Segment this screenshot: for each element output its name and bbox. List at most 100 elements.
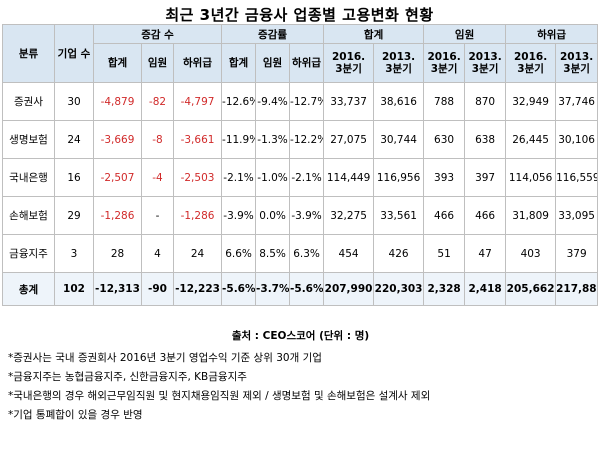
sub-header-2016-label: 2016. 3분기 — [427, 51, 461, 75]
rate-exec-cell: -3.7% — [255, 272, 291, 306]
change-exec-cell: 4 — [141, 234, 174, 273]
staff-2016-cell: 26,445 — [505, 120, 557, 159]
total-2013-cell: 116,956 — [373, 158, 425, 197]
sub-header-2013-label: 2013. 3분기 — [559, 51, 594, 75]
table-row: 금융지주 3 28 4 24 6.6% 8.5% 6.3% 454 426 51 47 403 379 — [2, 234, 599, 273]
note-line: *금융지주는 농협금융지주, 신한금융지주, KB금융지주 — [8, 371, 247, 383]
exec-2016-cell: 51 — [423, 234, 466, 273]
category-cell: 증권사 — [2, 82, 55, 121]
rate-exec-cell: 8.5% — [255, 234, 291, 273]
count-cell: 24 — [54, 120, 94, 159]
sub-header-2016: 2016. 3분기 — [323, 43, 375, 83]
rate-staff-cell: -12.7% — [289, 82, 325, 121]
page-title: 최근 3년간 금융사 업종별 고용변화 현황 — [165, 6, 434, 24]
total-2016-cell: 32,275 — [323, 196, 375, 235]
rate-exec-cell: -1.0% — [255, 158, 291, 197]
exec-2016-cell: 2,328 — [423, 272, 466, 306]
rate-total-cell: 6.6% — [221, 234, 257, 273]
exec-2013-cell: 638 — [464, 120, 507, 159]
change-staff-cell: 24 — [172, 234, 223, 273]
sub-header-2013-label: 2013. 3분기 — [381, 51, 416, 75]
table-row: 국내은행 16 -2,507 -4 -2,503 -2.1% -1.0% -2.1% 114,4… — [2, 158, 599, 197]
header-staff: 하위급 — [505, 24, 599, 44]
sub-header-executive: 임원 — [255, 43, 291, 83]
change-total-cell: -3,669 — [93, 120, 142, 159]
total-row: 총계 102 -12,313 -90 -12,223 -5.6% -3.7% -5.6% 207… — [2, 272, 599, 306]
rate-staff-cell: -5.6% — [289, 272, 325, 306]
sub-header-staff: 하위급 — [172, 43, 223, 83]
exec-2016-cell: 630 — [423, 120, 466, 159]
rate-staff-cell: 6.3% — [289, 234, 325, 273]
change-total-cell: 28 — [93, 234, 142, 273]
sub-header-2013: 2013. 3분기 — [555, 43, 599, 83]
staff-2013-cell: 116,559 — [555, 158, 599, 197]
change-total-cell: -1,286 — [93, 196, 142, 235]
rate-total-cell: -5.6% — [221, 272, 257, 306]
staff-2016-cell: 114,056 — [505, 158, 557, 197]
rate-exec-cell: -1.3% — [255, 120, 291, 159]
rate-staff-cell: -3.9% — [289, 196, 325, 235]
total-2013-cell: 426 — [373, 234, 425, 273]
exec-2016-cell: 393 — [423, 158, 466, 197]
total-2016-cell: 33,737 — [323, 82, 375, 121]
header-count: 기업 수 — [54, 24, 94, 83]
header-change-count: 증감 수 — [92, 24, 223, 44]
rate-total-cell: -2.1% — [221, 158, 257, 197]
sub-header-2013: 2013. 3분기 — [373, 43, 425, 83]
exec-2016-cell: 788 — [423, 82, 466, 121]
staff-2013-cell: 33,095 — [555, 196, 599, 235]
total-2016-cell: 27,075 — [323, 120, 375, 159]
category-cell: 금융지주 — [2, 234, 55, 273]
category-cell: 총계 — [2, 272, 55, 306]
note-line: *국내은행의 경우 해외근무임직원 및 현지채용임직원 제외 / 생명보험 및 … — [8, 390, 431, 402]
exec-2013-cell: 47 — [464, 234, 507, 273]
sub-header-staff: 하위급 — [289, 43, 325, 83]
total-2013-cell: 33,561 — [373, 196, 425, 235]
change-exec-cell: -82 — [141, 82, 174, 121]
total-2016-cell: 114,449 — [323, 158, 375, 197]
sub-header-2016: 2016. 3분기 — [423, 43, 466, 83]
sub-header-2016-label: 2016. 3분기 — [331, 51, 366, 75]
staff-2013-cell: 379 — [555, 234, 599, 273]
notes-section: 출처 : CEO스코어 (단위 : 명) *증권사는 국내 증권회사 2016년… — [8, 328, 593, 425]
sub-header-total: 합계 — [93, 43, 142, 83]
staff-2013-cell: 217,885 — [555, 272, 599, 306]
header-total: 합계 — [323, 24, 425, 44]
rate-total-cell: -11.9% — [221, 120, 257, 159]
table-header: 분류 기업 수 증감 수 증감률 합계 임원 하위급 합계 임원 하위급 합계 … — [2, 24, 599, 83]
rate-staff-cell: -2.1% — [289, 158, 325, 197]
count-cell: 30 — [54, 82, 94, 121]
rate-total-cell: -3.9% — [221, 196, 257, 235]
exec-2013-cell: 397 — [464, 158, 507, 197]
count-cell: 3 — [54, 234, 94, 273]
header-executive: 임원 — [423, 24, 507, 44]
sub-header-2016-label: 2016. 3분기 — [513, 51, 548, 75]
change-staff-cell: -4,797 — [172, 82, 223, 121]
change-staff-cell: -3,661 — [172, 120, 223, 159]
exec-2013-cell: 870 — [464, 82, 507, 121]
staff-2013-cell: 30,106 — [555, 120, 599, 159]
table-body: 증권사 30 -4,879 -82 -4,797 -12.6% -9.4% -12.7% 33,… — [2, 82, 599, 306]
rate-staff-cell: -12.2% — [289, 120, 325, 159]
staff-2016-cell: 205,662 — [505, 272, 557, 306]
exec-2016-cell: 466 — [423, 196, 466, 235]
count-cell: 102 — [54, 272, 94, 306]
note-line: *증권사는 국내 증권회사 2016년 3분기 영업수익 기준 상위 30개 기… — [8, 352, 322, 364]
total-2013-cell: 38,616 — [373, 82, 425, 121]
change-staff-cell: -1,286 — [172, 196, 223, 235]
total-2016-cell: 454 — [323, 234, 375, 273]
sub-header-2013: 2013. 3분기 — [464, 43, 507, 83]
sub-header-2016: 2016. 3분기 — [505, 43, 557, 83]
change-staff-cell: -2,503 — [172, 158, 223, 197]
sub-header-total: 합계 — [221, 43, 257, 83]
count-cell: 16 — [54, 158, 94, 197]
exec-2013-cell: 2,418 — [464, 272, 507, 306]
change-exec-cell: -4 — [141, 158, 174, 197]
table-row: 손해보험 29 -1,286- -1,286 -3.9% 0.0% -3.9% 32,275 3… — [2, 196, 599, 235]
sub-header-executive: 임원 — [141, 43, 174, 83]
rate-exec-cell: 0.0% — [255, 196, 291, 235]
change-total-cell: -12,313 — [93, 272, 142, 306]
source-line: 출처 : CEO스코어 (단위 : 명) — [231, 330, 370, 342]
total-2016-cell: 207,990 — [323, 272, 375, 306]
header-category: 분류 — [2, 24, 55, 83]
